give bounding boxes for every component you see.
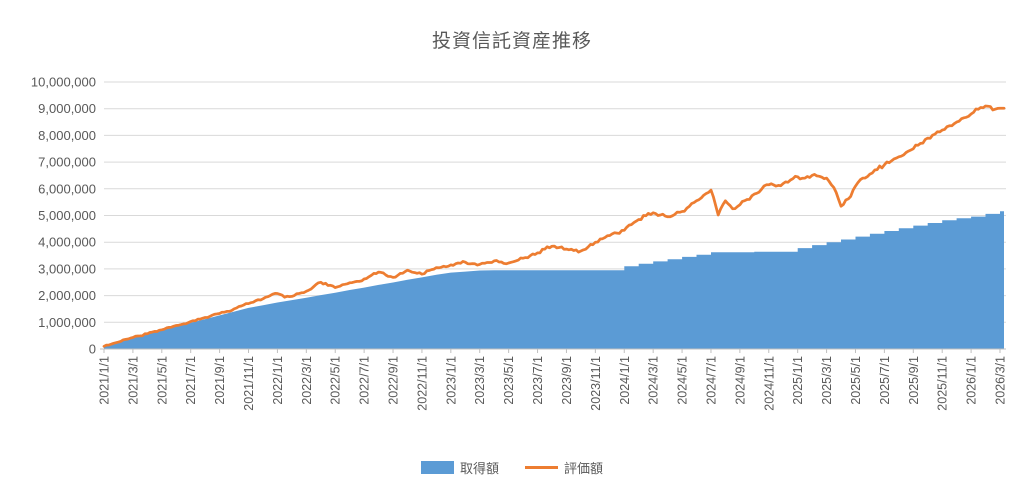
legend-label-valuation: 評価額 <box>564 461 604 476</box>
y-tick-label: 7,000,000 <box>38 155 96 170</box>
y-tick-label: 3,000,000 <box>38 261 96 276</box>
x-tick-label: 2025/11/1 <box>936 356 950 411</box>
x-tick-label: 2021/5/1 <box>155 356 169 405</box>
x-tick-label: 2025/9/1 <box>907 356 921 405</box>
valuation-line-series <box>102 104 1006 348</box>
x-tick-label: 2021/7/1 <box>184 356 198 405</box>
area-swatch-icon <box>420 461 454 474</box>
legend-item-valuation: 評価額 <box>525 458 603 477</box>
line-swatch-icon <box>525 465 558 470</box>
chart-title: 投資信託資産推移 <box>431 31 592 52</box>
x-tick-label: 2021/3/1 <box>126 356 140 405</box>
x-tick-label: 2022/3/1 <box>300 356 314 405</box>
x-tick-label: 2023/3/1 <box>473 356 487 405</box>
x-tick-label: 2022/9/1 <box>387 356 401 405</box>
x-tick-label: 2026/3/1 <box>994 356 1008 405</box>
legend-label-acquisition: 取得額 <box>459 461 499 476</box>
x-tick-label: 2024/9/1 <box>733 356 747 405</box>
y-tick-label: 5,000,000 <box>38 208 96 223</box>
x-tick-label: 2022/1/1 <box>271 356 285 405</box>
y-tick-label: 2,000,000 <box>38 288 96 303</box>
legend-item-acquisition: 取得額 <box>420 458 499 477</box>
x-tick-label: 2023/1/1 <box>444 356 458 405</box>
x-tick-label: 2023/11/1 <box>589 356 603 411</box>
x-tick-label: 2022/11/1 <box>415 356 429 411</box>
x-tick-label: 2024/5/1 <box>676 356 690 405</box>
x-tick-label: 2026/1/1 <box>965 356 979 405</box>
x-tick-label: 2024/3/1 <box>647 356 661 405</box>
legend: 取得額 評価額 <box>0 458 1024 477</box>
acquisition-area-series <box>104 211 1004 349</box>
y-tick-label: 10,000,000 <box>31 75 96 90</box>
y-tick-label: 1,000,000 <box>38 315 96 330</box>
x-tick-label: 2022/7/1 <box>358 356 372 405</box>
x-tick-label: 2024/11/1 <box>762 356 776 411</box>
x-tick-label: 2021/11/1 <box>242 356 256 411</box>
x-tick-label: 2023/7/1 <box>531 356 545 405</box>
y-tick-label: 4,000,000 <box>38 235 96 250</box>
x-tick-label: 2024/7/1 <box>705 356 719 405</box>
x-tick-label: 2022/5/1 <box>329 356 343 405</box>
y-tick-label: 6,000,000 <box>38 181 96 196</box>
x-tick-label: 2025/7/1 <box>878 356 892 405</box>
y-tick-label: 8,000,000 <box>38 128 96 143</box>
x-tick-label: 2025/5/1 <box>849 356 863 405</box>
x-tick-label: 2025/1/1 <box>791 356 805 405</box>
x-tick-label: 2025/3/1 <box>820 356 834 405</box>
y-tick-label: 9,000,000 <box>38 101 96 116</box>
x-tick-label: 2024/1/1 <box>618 356 632 405</box>
x-tick-label: 2023/5/1 <box>502 356 516 405</box>
x-tick-label: 2021/9/1 <box>213 356 227 405</box>
x-tick-label: 2023/9/1 <box>560 356 574 405</box>
y-tick-label: 0 <box>89 342 96 357</box>
x-tick-label: 2021/1/1 <box>98 356 112 405</box>
